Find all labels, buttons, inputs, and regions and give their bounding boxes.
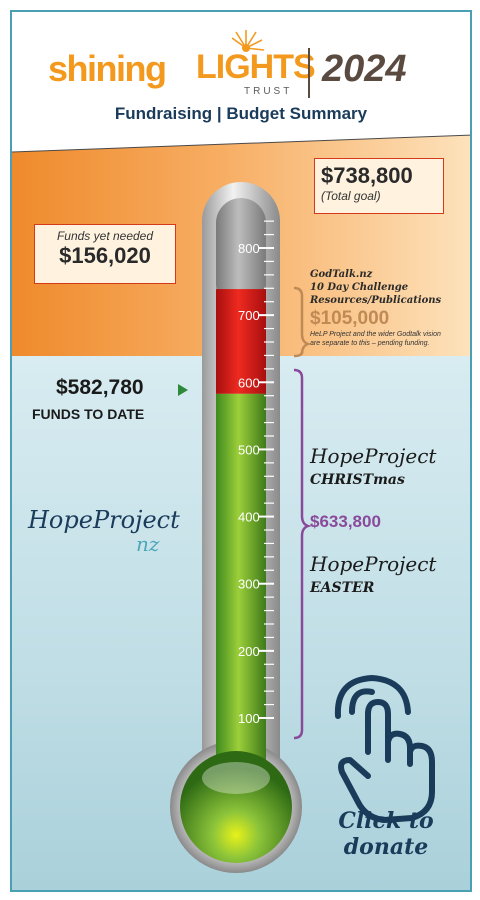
scale-label: 400	[238, 510, 260, 525]
year-label: 2024	[322, 48, 407, 90]
thermometer-funded	[216, 393, 266, 792]
hope-project-bracket	[293, 368, 312, 740]
total-goal-label: (Total goal)	[321, 189, 381, 203]
godtalk-line: Resources/Publications	[310, 295, 442, 306]
thermometer-pending	[216, 289, 266, 394]
total-goal-amount: $738,800	[321, 163, 413, 188]
godtalk-line: 10 Day Challenge	[310, 282, 409, 293]
click-to-donate-button[interactable]: Click to donate	[326, 808, 446, 860]
logo-lights-text: LIGHTS	[196, 48, 316, 86]
donate-line-2: donate	[343, 834, 429, 860]
godtalk-block: GodTalk.nz 10 Day Challenge Resources/Pu…	[310, 268, 470, 348]
total-goal-box: $738,800 (Total goal)	[314, 158, 444, 214]
funds-needed-box: Funds yet needed $156,020	[34, 224, 176, 284]
logo-divider	[308, 48, 310, 98]
star-icon	[231, 30, 265, 52]
christmas-subtitle: CHRISTmas	[310, 472, 405, 488]
easter-subtitle: EASTER	[310, 580, 375, 596]
scale-label: 200	[238, 644, 260, 659]
page-subtitle: Fundraising | Budget Summary	[114, 104, 368, 123]
christmas-title: HopeProject	[310, 444, 437, 468]
infographic-frame: shining LIGHTS TRUST 2024 Fundraising | …	[10, 10, 472, 892]
scale-label: 100	[238, 711, 260, 726]
scale-label: 600	[238, 375, 260, 390]
triangle-arrow-icon	[178, 384, 188, 396]
thermometer-graphic: 800 700 600 500 400 300 200 100	[170, 182, 435, 873]
godtalk-note: HeLP Project and the wider Godtalk visio…	[310, 331, 441, 338]
donate-line-1: Click to	[338, 808, 434, 834]
scale-ticks	[258, 220, 274, 719]
bulb-highlight	[202, 762, 270, 794]
tap-hand-icon[interactable]	[334, 675, 435, 823]
funds-to-date-amount: $582,780	[56, 376, 144, 399]
funds-to-date-label: FUNDS TO DATE	[32, 406, 145, 422]
scale-label: 500	[238, 442, 260, 457]
godtalk-amount: $105,000	[310, 308, 390, 329]
godtalk-note: are separate to this – pending funding.	[310, 340, 430, 347]
thermometer-bulb	[180, 751, 292, 863]
logo-shining-text: shining	[48, 48, 167, 89]
thermometer-remaining	[216, 198, 266, 310]
godtalk-bracket	[293, 286, 312, 358]
funds-needed-label: Funds yet needed	[56, 229, 154, 243]
logo-trust-text: TRUST	[244, 86, 293, 97]
scale-labels: 800 700 600 500 400 300 200 100	[238, 241, 260, 726]
hope-project-logo: HopeProject	[28, 506, 180, 534]
easter-title: HopeProject	[310, 552, 437, 576]
scale-label: 300	[238, 577, 260, 592]
scale-label: 800	[238, 241, 260, 256]
scale-label: 700	[238, 308, 260, 323]
header-edge	[12, 134, 470, 153]
funds-needed-amount: $156,020	[59, 243, 151, 268]
godtalk-line: GodTalk.nz	[310, 269, 373, 280]
hope-project-amount: $633,800	[310, 512, 381, 531]
header-panel	[12, 12, 470, 152]
hope-project-nz: nz	[136, 532, 160, 556]
